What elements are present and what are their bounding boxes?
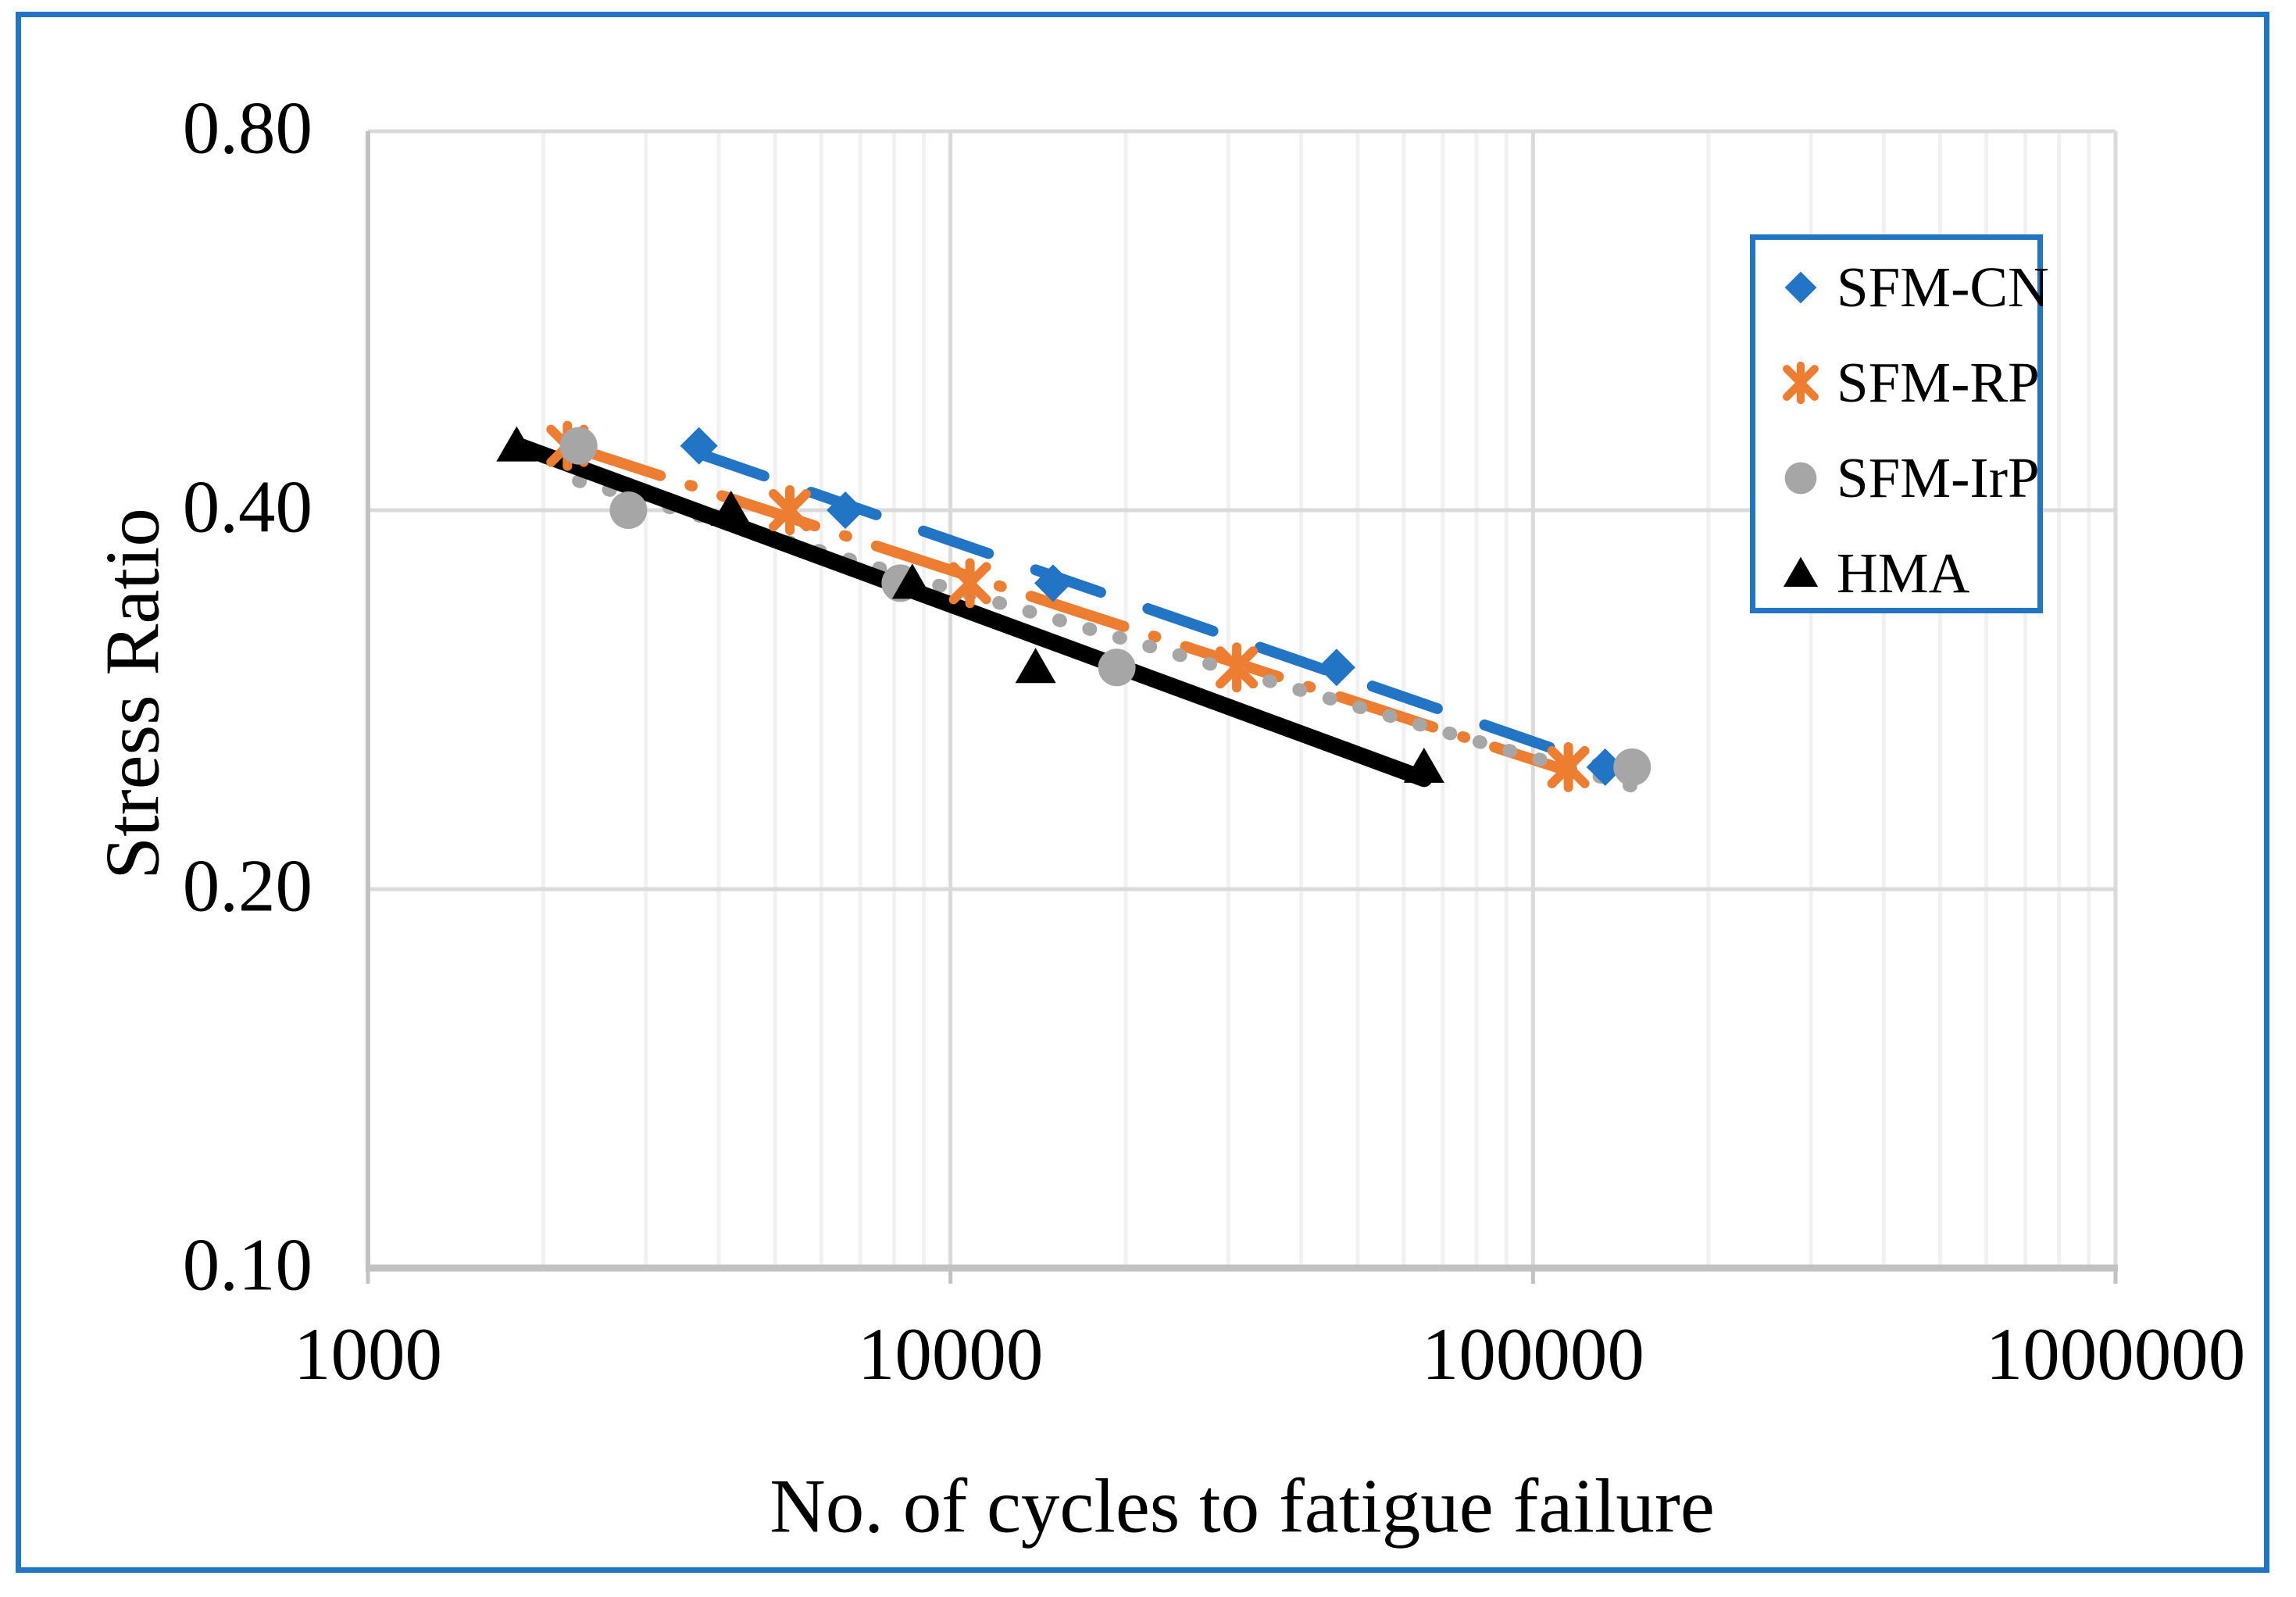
- legend-marker-diamond-icon: [1784, 271, 1817, 304]
- legend-label: SFM-RP: [1837, 351, 2040, 414]
- x-tick-label: 10000: [857, 1313, 1044, 1395]
- y-tick-label: 0.40: [182, 465, 312, 548]
- data-point-SFM-RP: [948, 562, 991, 605]
- legend-marker-diamond-icon: [1784, 271, 1817, 304]
- data-point-SFM-RP: [1547, 745, 1590, 788]
- data-point-SFM-RP: [769, 489, 812, 531]
- legend-label: HMA: [1837, 541, 1970, 605]
- data-point-HMA: [1015, 648, 1056, 684]
- data-point-HMA: [1403, 747, 1444, 783]
- legend-marker-triangle-icon: [1783, 556, 1819, 587]
- trendline-SFM-CN: [693, 448, 1611, 773]
- legend-item-SFM-CN: SFM-CN: [1755, 240, 2049, 335]
- x-axis-title: No. of cycles to fatigue failure: [769, 1463, 1715, 1549]
- legend-label: SFM-CN: [1837, 255, 2049, 319]
- data-point-SFM-CN: [1586, 748, 1624, 786]
- data-point-SFM-IrP: [1098, 648, 1136, 687]
- data-point-SFM-RP: [1216, 646, 1259, 689]
- data-point-SFM-IrP: [609, 491, 648, 529]
- x-tick-label: 1000: [294, 1313, 442, 1395]
- legend-item-HMA: HMA: [1755, 526, 1969, 621]
- legend-item-SFM-RP: SFM-RP: [1755, 335, 2040, 431]
- data-point-SFM-CN: [1034, 564, 1072, 602]
- legend-item-SFM-IrP: SFM-IrP: [1755, 431, 2040, 526]
- legend-marker-asterisk-icon: [1783, 365, 1819, 401]
- data-point-HMA: [710, 491, 752, 526]
- legend-marker-asterisk-icon: [1783, 361, 1819, 405]
- y-tick-label: 0.10: [182, 1223, 312, 1306]
- legend-label: SFM-IrP: [1837, 446, 2040, 509]
- legend-marker-triangle-icon: [1783, 556, 1819, 587]
- x-tick-label: 100000: [1421, 1313, 1644, 1395]
- y-axis-title: Stress Ratio: [90, 508, 176, 880]
- legend: SFM-CN SFM-RP SFM-IrP HMA: [1750, 234, 2049, 613]
- y-tick-label: 0.20: [182, 844, 312, 927]
- x-tick-label: 1000000: [1985, 1313, 2246, 1395]
- legend-marker-circle-icon: [1784, 462, 1817, 495]
- data-point-SFM-IrP: [559, 427, 598, 465]
- data-point-SFM-IrP: [1613, 748, 1651, 786]
- data-point-HMA: [891, 563, 933, 599]
- data-point-SFM-CN: [827, 491, 865, 529]
- data-point-SFM-CN: [680, 427, 718, 465]
- data-point-HMA: [496, 426, 537, 462]
- data-point-SFM-CN: [1317, 648, 1355, 687]
- y-tick-label: 0.80: [182, 86, 312, 170]
- trendline-HMA: [508, 436, 1433, 788]
- legend-marker-circle-icon: [1784, 462, 1817, 495]
